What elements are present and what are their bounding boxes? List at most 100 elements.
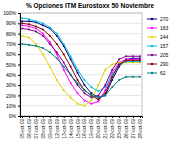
x-tick: 14-oct-09 [69, 116, 74, 138]
x-tick-mark [119, 116, 120, 118]
legend-marker [151, 63, 153, 65]
y-tick-mark [18, 116, 20, 117]
y-tick: 0% [9, 113, 20, 119]
series-line [22, 44, 140, 98]
series-marker [28, 25, 30, 27]
series-marker [90, 100, 92, 102]
y-tick-mark [18, 13, 20, 14]
y-tick-mark [18, 23, 20, 24]
grid-line [20, 105, 142, 106]
series-marker [83, 100, 85, 102]
series-marker [28, 23, 30, 25]
x-tick-mark [71, 116, 72, 118]
x-tick-mark [43, 116, 44, 118]
y-tick-label: 30% [6, 82, 17, 88]
y-axis-line [18, 14, 21, 117]
grid-line [20, 64, 142, 65]
x-tick: 12-oct-09 [55, 116, 60, 138]
x-tick-label: 20-oct-09 [96, 119, 101, 139]
grid-line [20, 54, 142, 55]
series-marker [97, 96, 99, 98]
series-marker [77, 72, 79, 74]
x-tick-label: 14-oct-09 [69, 119, 74, 139]
series-marker [90, 96, 92, 98]
x-tick-label: 06-oct-09 [27, 119, 32, 139]
legend-label: 163 [160, 25, 169, 31]
series-marker [104, 94, 106, 96]
series-line [22, 23, 140, 99]
legend-item: 157 [147, 43, 169, 49]
series-marker [35, 20, 37, 22]
series-marker [49, 66, 51, 68]
y-tick-mark [18, 44, 20, 45]
series-marker [63, 89, 65, 91]
x-tick: 15-oct-09 [76, 116, 81, 138]
y-tick: 10% [6, 103, 20, 109]
series-marker [49, 51, 51, 53]
series-marker [49, 43, 51, 45]
series-marker [104, 94, 106, 96]
x-tick-mark [22, 116, 23, 118]
y-tick-label: 90% [6, 20, 17, 26]
x-tick: 07-oct-09 [34, 116, 39, 138]
series-marker [21, 27, 23, 29]
y-tick: 40% [6, 72, 20, 78]
x-tick-mark [91, 116, 92, 118]
series-marker [56, 57, 58, 59]
series-marker [21, 43, 23, 45]
x-tick: 20-oct-09 [96, 116, 101, 138]
legend-item: 62 [147, 70, 166, 76]
y-tick-mark [18, 106, 20, 107]
y-tick-label: 20% [6, 93, 17, 99]
legend-item: 244 [147, 34, 169, 40]
x-tick-label: 26-oct-09 [124, 119, 129, 139]
x-tick-mark [105, 116, 106, 118]
series-marker [77, 82, 79, 84]
series-marker [35, 31, 37, 33]
series-marker [83, 84, 85, 86]
series-marker [118, 64, 120, 66]
y-tick: 20% [6, 93, 20, 99]
x-tick-mark [29, 116, 30, 118]
legend-swatch [147, 64, 157, 65]
series-marker [118, 61, 120, 63]
chart: % Opciones ITM Eurostoxx 50 Noviembre0%1… [0, 0, 180, 150]
series-marker [77, 103, 79, 105]
series-marker [118, 61, 120, 63]
y-tick: 100% [3, 10, 20, 16]
legend-label: 244 [160, 34, 169, 40]
series-marker [97, 99, 99, 101]
legend-swatch [147, 28, 157, 29]
series-marker [70, 74, 72, 76]
series-marker [70, 74, 72, 76]
series-marker [90, 94, 92, 96]
series-marker [125, 59, 127, 61]
x-tick: 13-oct-09 [62, 116, 67, 138]
x-tick-label: 09-oct-09 [48, 119, 53, 139]
legend-item: 290 [147, 61, 169, 67]
x-tick-label: 27-oct-09 [131, 119, 136, 139]
x-tick-label: 16-oct-09 [82, 119, 87, 139]
x-tick-label: 08-oct-09 [41, 119, 46, 139]
series-marker [125, 55, 127, 57]
x-tick: 08-oct-09 [41, 116, 46, 138]
x-tick: 06-oct-09 [27, 116, 32, 138]
series-marker [83, 79, 85, 81]
series-marker [77, 69, 79, 71]
x-tick-label: 21-oct-09 [103, 119, 108, 139]
x-tick: 21-oct-09 [103, 116, 108, 138]
x-tick: 19-oct-09 [89, 116, 94, 138]
series-marker [97, 101, 99, 103]
x-axis-line [21, 117, 143, 119]
x-tick: 23-oct-09 [117, 116, 122, 138]
series-marker [42, 28, 44, 30]
series-marker [56, 43, 58, 45]
y-tick-label: 40% [6, 72, 17, 78]
series-marker [42, 47, 44, 49]
series-marker [21, 20, 23, 22]
x-tick-label: 07-oct-09 [34, 119, 39, 139]
x-tick: 22-oct-09 [110, 116, 115, 138]
series-marker [21, 24, 23, 26]
legend-marker [151, 18, 153, 20]
series-marker [97, 84, 99, 86]
